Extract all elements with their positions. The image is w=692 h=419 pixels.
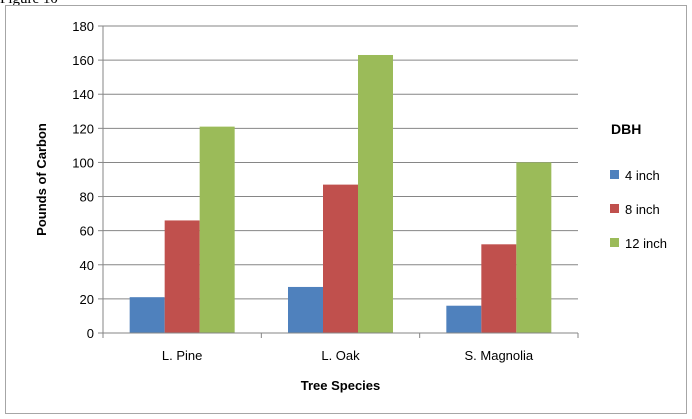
bar-s-magnolia-8-inch (481, 244, 517, 333)
y-tick-label-20: 20 (80, 292, 94, 307)
legend-title: DBH (611, 121, 641, 137)
x-tick-label: L. Oak (321, 348, 360, 363)
bar-s-magnolia-4-inch (446, 305, 482, 333)
bars (129, 54, 552, 333)
y-tick-label-180: 180 (72, 19, 94, 34)
bar-l-pine-8-inch (164, 220, 200, 333)
bar-l-pine-12-inch (199, 126, 235, 333)
legend-swatch-8-inch (610, 204, 619, 213)
legend: DBH 4 inch 8 inch 12 inch (610, 121, 667, 251)
bar-l-oak-8-inch (323, 184, 358, 333)
bar-l-pine-4-inch (129, 297, 165, 333)
x-axis-title: Tree Species (301, 378, 381, 393)
legend-label-8-inch: 8 inch (625, 202, 660, 217)
legend-label-12-inch: 12 inch (625, 236, 667, 251)
y-tick-label-160: 160 (72, 53, 94, 68)
y-tick-label-60: 60 (80, 224, 94, 239)
legend-label-4-inch: 4 inch (625, 168, 660, 183)
y-axis-ticks: 0 20 40 60 80 100 120 140 160 180 (72, 19, 103, 341)
y-tick-label-120: 120 (72, 121, 94, 136)
legend-swatch-12-inch (610, 238, 619, 247)
legend-swatch-4-inch (610, 170, 619, 179)
y-tick-label-100: 100 (72, 155, 94, 170)
figure-caption: Figure 10 (0, 0, 58, 8)
y-tick-label-40: 40 (80, 258, 94, 273)
x-tick-label: S. Magnolia (465, 348, 534, 363)
x-tick-label: L. Pine (162, 348, 202, 363)
y-axis-title: Pounds of Carbon (34, 123, 49, 236)
bar-l-oak-4-inch (288, 286, 323, 333)
y-tick-label-80: 80 (80, 190, 94, 205)
bar-s-magnolia-12-inch (516, 162, 552, 333)
y-tick-label-140: 140 (72, 87, 94, 102)
x-axis-ticks: L. Pine L. Oak S. Magnolia (102, 333, 579, 363)
y-tick-label-0: 0 (87, 326, 94, 341)
bar-l-oak-12-inch (358, 54, 393, 333)
